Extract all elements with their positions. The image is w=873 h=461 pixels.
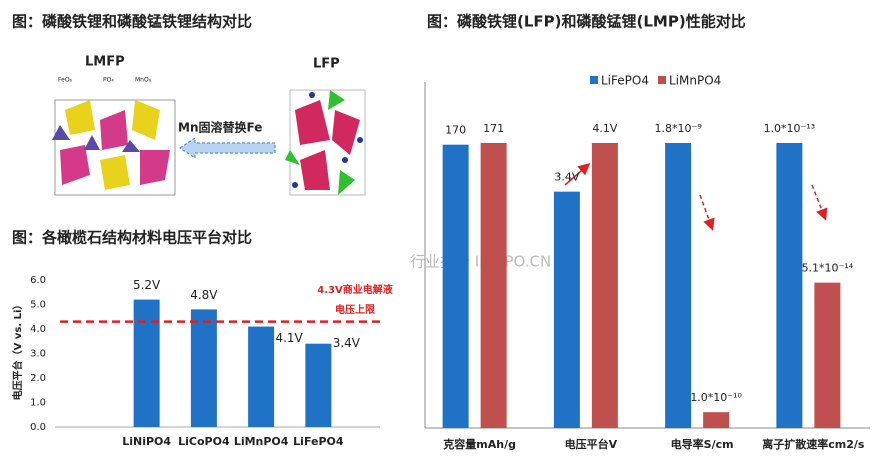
bar [814,282,841,428]
bar [248,326,275,427]
x-tick-label: 电压平台V [565,437,618,451]
value-label: 171 [483,122,504,135]
value-label: 1.8*10⁻⁹ [655,122,702,135]
x-tick-label: 电导率S/cm [671,437,734,451]
bar [305,343,332,427]
value-label: 5.1*10⁻¹⁴ [802,262,854,275]
y-tick-label: 3.0 [30,349,46,360]
bar [190,309,217,427]
value-label: 1.0*10⁻¹³ [764,122,816,135]
value-label: 4.8V [190,288,218,302]
reference-label: 4.3V商业电解液 [317,283,392,296]
bar [480,143,507,428]
lfp-crystal [285,89,366,196]
y-tick-label: 0.0 [30,422,46,433]
legend-label: LiFePO4 [601,74,649,88]
y-tick-label: 1.0 [30,398,46,409]
value-label: 5.2V [133,278,161,292]
bar [665,143,692,428]
lfp-label: LFP [313,57,340,72]
legend-swatch [590,76,598,84]
lmfp-label: LMFP [85,55,125,70]
substitution-arrow [179,137,276,159]
chart2-arrows [564,163,828,231]
reference-label: 电压上限 [335,303,376,316]
value-label: 3.4V [333,336,361,350]
legend-po4: PO₄ [103,77,114,84]
x-tick-label: LiCoPO4 [178,435,230,448]
legend-swatch [658,76,666,84]
legend-label: LiMnPO4 [669,74,721,88]
bar [703,412,730,428]
value-label: 4.1V [592,122,617,135]
legend-mno6: MnO₆ [135,77,152,84]
bar [776,143,803,428]
y-tick-label: 6.0 [30,275,46,286]
x-tick-label: 克容量mAh/g [443,437,516,451]
bar [591,143,618,428]
value-label: 4.1V [275,331,303,345]
y-tick-label: 4.0 [30,324,46,335]
bar [133,299,160,427]
value-label: 1.0*10⁻¹⁰ [690,391,742,404]
y-tick-label: 2.0 [30,373,46,384]
chart-title: 图：各橄榄石结构材料电压平台对比 [12,229,252,247]
y-axis-label: 电压平台（V vs. Li） [11,300,24,401]
y-tick-label: 5.0 [30,300,46,311]
arrow-label: Mn固溶替换Fe [178,120,262,135]
chart-title: 图：磷酸铁锂(LFP)和磷酸锰锂(LMP)性能对比 [427,13,746,31]
structure-title: 图：磷酸铁锂和磷酸锰铁锂结构对比 [12,13,252,31]
watermark: 行业报告 IPOIPO.CN [410,253,551,271]
x-tick-label: 离子扩散速率cm2/s [762,437,865,451]
x-tick-label: LiFePO4 [293,435,344,448]
bar [553,191,580,428]
value-label: 170 [445,124,466,137]
x-tick-label: LiNiPO4 [122,435,171,448]
bar [442,144,469,428]
lmfp-crystal [52,99,176,196]
legend-feo6: FeO₆ [58,77,73,84]
x-tick-label: LiMnPO4 [234,435,289,448]
value-label: 3.4V [554,171,579,184]
